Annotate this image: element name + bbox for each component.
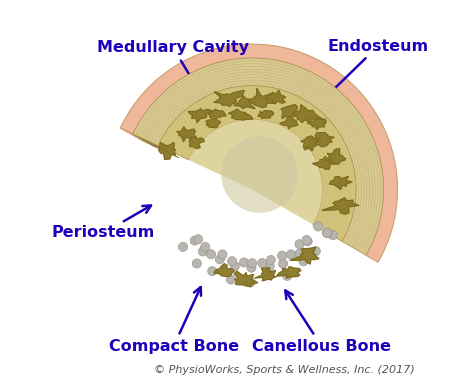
Polygon shape (214, 90, 244, 106)
Polygon shape (159, 143, 175, 160)
Polygon shape (276, 267, 301, 278)
Circle shape (190, 236, 199, 245)
Polygon shape (292, 105, 325, 124)
Circle shape (230, 262, 239, 271)
Text: Medullary Cavity: Medullary Cavity (97, 41, 249, 162)
Circle shape (323, 229, 332, 238)
Polygon shape (120, 44, 398, 262)
Circle shape (239, 258, 248, 267)
Circle shape (193, 235, 203, 244)
Polygon shape (266, 90, 285, 104)
Circle shape (247, 263, 256, 272)
Polygon shape (120, 128, 154, 146)
Polygon shape (290, 247, 319, 264)
Circle shape (266, 255, 275, 265)
Polygon shape (312, 156, 336, 169)
Circle shape (192, 259, 201, 268)
Polygon shape (208, 109, 226, 119)
Circle shape (299, 257, 308, 266)
Circle shape (302, 235, 311, 244)
Circle shape (218, 250, 227, 259)
Circle shape (323, 229, 332, 238)
Polygon shape (234, 271, 258, 287)
Polygon shape (234, 96, 255, 109)
Polygon shape (327, 149, 346, 164)
Polygon shape (322, 198, 359, 214)
Circle shape (179, 242, 188, 251)
Circle shape (207, 250, 216, 259)
Circle shape (227, 275, 236, 284)
Polygon shape (189, 136, 204, 149)
Polygon shape (206, 118, 220, 128)
Polygon shape (258, 111, 273, 119)
Polygon shape (307, 118, 326, 130)
Polygon shape (281, 105, 297, 119)
Polygon shape (158, 86, 356, 241)
Polygon shape (248, 88, 276, 108)
Text: Compact Bone: Compact Bone (109, 287, 239, 354)
Circle shape (265, 262, 274, 271)
Polygon shape (329, 176, 352, 190)
Circle shape (248, 258, 257, 268)
Text: Periosteum: Periosteum (52, 205, 155, 240)
Circle shape (208, 267, 217, 276)
Circle shape (323, 229, 332, 238)
Polygon shape (280, 116, 298, 129)
Circle shape (279, 259, 288, 268)
Circle shape (286, 250, 295, 259)
Polygon shape (133, 134, 179, 158)
Circle shape (199, 247, 208, 256)
Polygon shape (228, 109, 253, 120)
Circle shape (278, 251, 287, 260)
Circle shape (201, 243, 210, 252)
Polygon shape (255, 268, 276, 281)
Circle shape (323, 229, 332, 238)
Text: Canellous Bone: Canellous Bone (252, 290, 391, 354)
Polygon shape (177, 127, 195, 142)
Text: © PhysioWorks, Sports & Wellness, Inc. (2017): © PhysioWorks, Sports & Wellness, Inc. (… (154, 365, 414, 374)
Circle shape (295, 240, 304, 249)
Circle shape (258, 258, 267, 268)
Circle shape (264, 271, 273, 280)
Circle shape (323, 229, 332, 238)
Polygon shape (189, 120, 322, 224)
Polygon shape (214, 264, 234, 277)
Circle shape (328, 230, 337, 240)
Circle shape (215, 255, 224, 264)
Circle shape (314, 222, 323, 231)
Polygon shape (304, 133, 334, 150)
Text: Endosteum: Endosteum (324, 39, 429, 99)
Circle shape (303, 237, 312, 246)
Circle shape (311, 247, 320, 256)
Polygon shape (133, 58, 383, 255)
Circle shape (283, 271, 292, 280)
Circle shape (246, 277, 255, 287)
Polygon shape (188, 109, 213, 123)
Polygon shape (301, 136, 321, 151)
Circle shape (221, 136, 298, 213)
Circle shape (228, 257, 237, 266)
Circle shape (295, 249, 304, 258)
